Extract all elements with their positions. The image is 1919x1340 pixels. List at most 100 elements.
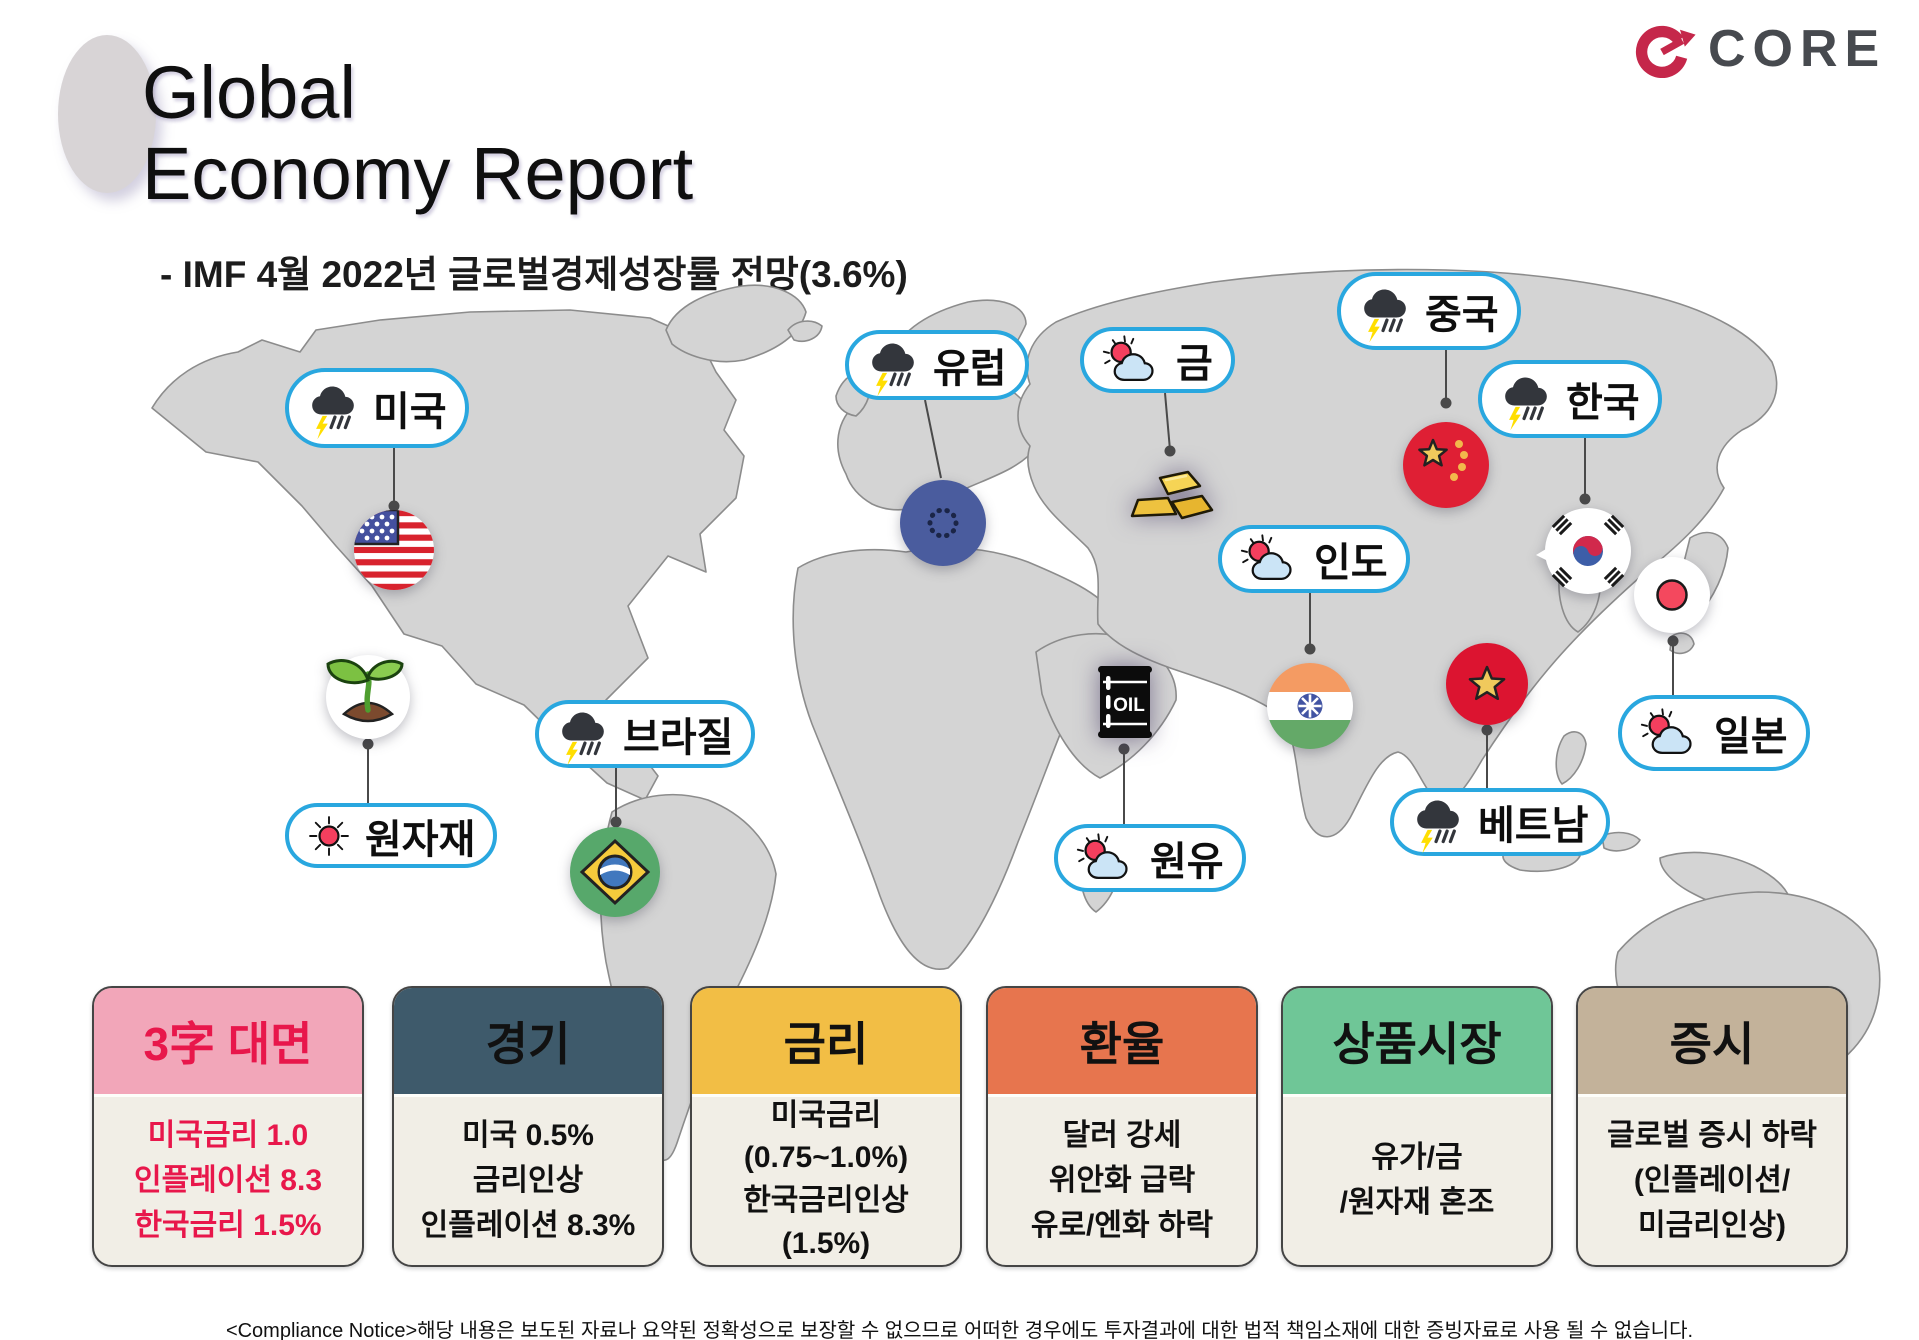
storm-cloud-icon <box>1505 377 1547 431</box>
badge-usa: 미국 <box>285 368 469 448</box>
card-header: 경기 <box>394 988 662 1097</box>
page-subtitle: - IMF 4월 2022년 글로벌경제성장률 전망(3.6%) <box>160 254 908 295</box>
card-line: 한국금리 1.5% <box>134 1208 322 1242</box>
card-header: 금리 <box>692 988 960 1097</box>
badge-vietnam: 베트남 <box>1390 788 1611 856</box>
card-commodity-market: 상품시장 유가/금 /원자재 혼조 <box>1281 986 1553 1267</box>
continent-africa <box>792 547 1117 971</box>
card-line: 미금리인상) <box>1638 1208 1786 1242</box>
core-logo-icon <box>1635 25 1696 79</box>
card-line: 미국금리 <box>770 1098 882 1132</box>
badge-brazil-label: 브라질 <box>623 716 734 760</box>
title-accent-circle <box>58 35 156 193</box>
badge-gold: 금 <box>1080 327 1235 393</box>
card-title: 환율 <box>1079 1018 1165 1070</box>
badge-vietnam-label: 베트남 <box>1478 804 1589 848</box>
core-logo-text: CORE <box>1708 20 1887 78</box>
badge-commodities: 원자재 <box>285 803 498 868</box>
compliance-notice: <Compliance Notice>해당 내용은 보도된 자료나 요약된 정확… <box>225 1320 1694 1340</box>
badge-china: 중국 <box>1337 272 1521 350</box>
storm-cloud-icon <box>1364 289 1406 343</box>
card-body: 글로벌 증시 하락 (인플레이션/ 미금리인상) <box>1578 1097 1846 1263</box>
storm-cloud-icon <box>312 386 354 440</box>
page-title: Global Economy Report <box>142 52 693 215</box>
card-three-highs: 3字 대면 미국금리 1.0 인플레이션 8.3 한국금리 1.5% <box>92 986 364 1267</box>
sun-cloud-icon <box>1240 534 1292 580</box>
india-flag <box>1267 663 1353 754</box>
card-economy: 경기 미국 0.5% 금리인상 인플레이션 8.3% <box>392 986 664 1267</box>
badge-india: 인도 <box>1218 525 1410 593</box>
badge-europe-label: 유럽 <box>933 347 1007 391</box>
badge-brazil: 브라질 <box>535 700 756 768</box>
badge-gold-label: 금 <box>1176 342 1213 386</box>
card-header: 3字 대면 <box>94 988 362 1097</box>
badge-usa-label: 미국 <box>373 390 447 434</box>
card-title: 경기 <box>485 1018 571 1070</box>
oil-barrel-label: OIL <box>1113 695 1145 716</box>
card-line: 유로/엔화 하락 <box>1030 1208 1214 1242</box>
card-line: /원자재 혼조 <box>1339 1186 1495 1219</box>
badge-crude-oil: 원유 <box>1054 824 1246 892</box>
brazil-flag <box>570 827 660 922</box>
card-title: 3字 대면 <box>143 1018 313 1070</box>
badge-japan: 일본 <box>1618 695 1810 771</box>
card-line: 미국 0.5% <box>462 1118 594 1152</box>
card-header: 환율 <box>988 988 1256 1097</box>
card-line: (0.75~1.0%) <box>743 1141 909 1175</box>
storm-cloud-icon <box>1417 800 1459 854</box>
card-stock-market: 증시 글로벌 증시 하락 (인플레이션/ 미금리인상) <box>1576 986 1848 1267</box>
sun-icon <box>309 815 349 856</box>
gold-bars-icon <box>1128 468 1218 537</box>
card-header: 상품시장 <box>1283 988 1551 1097</box>
badge-china-label: 중국 <box>1425 293 1499 337</box>
usa-flag <box>354 510 434 595</box>
badge-korea: 한국 <box>1478 360 1662 438</box>
sun-cloud-icon <box>1102 335 1154 381</box>
eu-flag <box>900 480 986 571</box>
card-body: 미국금리 (0.75~1.0%) 한국금리인상 (1.5%) <box>692 1097 960 1263</box>
page-title-line1: Global <box>142 51 356 134</box>
card-line: (1.5%) <box>781 1226 871 1260</box>
card-body: 유가/금 /원자재 혼조 <box>1283 1097 1551 1263</box>
core-logo: CORE <box>1632 18 1886 80</box>
indonesia-3 <box>1601 831 1641 852</box>
card-line: 달러 강세 <box>1062 1118 1182 1152</box>
card-exchange-rate: 환율 달러 강세 위안화 급락 유로/엔화 하락 <box>986 986 1258 1267</box>
japan-flag <box>1634 557 1710 638</box>
badge-crude-oil-label: 원유 <box>1150 840 1224 884</box>
card-line: 인플레이션 8.3% <box>420 1208 636 1242</box>
storm-cloud-icon <box>562 712 604 766</box>
badge-korea-label: 한국 <box>1566 381 1640 425</box>
badge-japan-label: 일본 <box>1714 715 1788 759</box>
badge-india-label: 인도 <box>1314 541 1388 585</box>
card-body: 미국 0.5% 금리인상 인플레이션 8.3% <box>394 1097 662 1263</box>
card-line: 위안화 급락 <box>1048 1163 1196 1197</box>
card-body: 미국금리 1.0 인플레이션 8.3 한국금리 1.5% <box>94 1097 362 1263</box>
sun-cloud-icon <box>1076 833 1128 879</box>
china-flag <box>1403 422 1489 513</box>
iceland <box>787 320 823 342</box>
oil-barrel-icon: OIL <box>1096 662 1154 747</box>
card-line: 유가/금 <box>1371 1141 1463 1174</box>
card-body: 달러 강세 위안화 급락 유로/엔화 하락 <box>988 1097 1256 1263</box>
philippines <box>1555 731 1587 785</box>
korea-flag <box>1534 505 1634 602</box>
greenland <box>665 284 807 363</box>
card-line: 금리인상 <box>472 1163 584 1197</box>
card-line: (인플레이션/ <box>1633 1163 1791 1197</box>
card-title: 상품시장 <box>1332 1018 1502 1070</box>
card-line: 글로벌 증시 하락 <box>1607 1118 1817 1152</box>
sun-cloud-icon <box>1640 708 1692 754</box>
card-title: 금리 <box>783 1018 869 1070</box>
card-line: 한국금리인상 <box>743 1184 909 1217</box>
card-line: 인플레이션 8.3 <box>133 1163 323 1197</box>
badge-commodities-label: 원자재 <box>365 817 476 862</box>
card-line: 미국금리 1.0 <box>147 1118 309 1152</box>
card-interest-rate: 금리 미국금리 (0.75~1.0%) 한국금리인상 (1.5%) <box>690 986 962 1267</box>
vietnam-flag <box>1446 643 1528 730</box>
card-title: 증시 <box>1669 1018 1755 1070</box>
page-title-line2: Economy Report <box>142 132 694 216</box>
sprout-icon <box>318 630 418 747</box>
